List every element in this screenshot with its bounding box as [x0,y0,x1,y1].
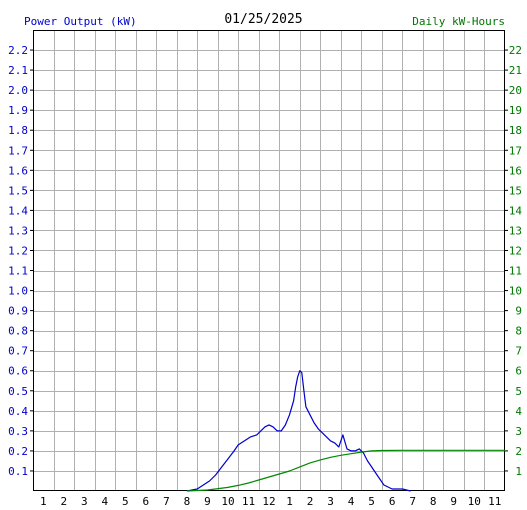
right-tick-label: 13 [509,224,522,237]
x-tick-label: 9 [450,495,457,508]
left-tick-label: 1.5 [8,184,28,197]
x-tick-label: 5 [368,495,375,508]
daily-kwh-series-line [186,449,505,492]
right-tick-label: 19 [509,104,522,117]
right-tick-label: 22 [509,44,522,57]
right-tick-label: 2 [515,445,522,458]
chart-date-title: 01/25/2025 [224,12,303,27]
left-tick-label: 0.9 [8,305,28,318]
x-tick-label: 11 [488,495,501,508]
right-tick-label: 12 [509,244,522,257]
right-tick-label: 11 [509,265,522,278]
x-tick-label: 3 [327,495,334,508]
x-tick-label: 2 [307,495,314,508]
x-tick-label: 8 [184,495,191,508]
left-tick-label: 0.4 [8,405,28,418]
x-tick-label: 4 [348,495,355,508]
x-tick-label: 2 [60,495,67,508]
left-tick-label: 0.8 [8,325,28,338]
left-tick-label: 1.1 [8,265,28,278]
right-axis-title: Daily kW-Hours [412,15,505,28]
x-tick-label: 1 [40,495,47,508]
x-tick-label: 6 [143,495,150,508]
right-tick-label: 6 [515,365,522,378]
right-tick-label: 18 [509,124,522,137]
right-tick-label: 17 [509,144,522,157]
right-tick-label: 21 [509,64,522,77]
left-tick-label: 0.5 [8,385,28,398]
left-tick-label: 0.3 [8,425,28,438]
right-tick-label: 5 [515,385,522,398]
left-tick-label: 2.1 [8,64,28,77]
plot-area [33,30,505,491]
left-axis-title: Power Output (kW) [24,15,137,28]
x-tick-label: 3 [81,495,88,508]
x-tick-label: 12 [262,495,275,508]
x-tick-label: 10 [221,495,234,508]
x-tick-label: 7 [163,495,170,508]
right-tick-label: 16 [509,164,522,177]
left-tick-label: 1.0 [8,285,28,298]
x-tick-label: 11 [242,495,255,508]
x-tick-label: 6 [389,495,396,508]
right-tick-label: 9 [515,305,522,318]
left-tick-label: 1.2 [8,244,28,257]
power-output-series-line [186,370,411,492]
right-tick-label: 8 [515,325,522,338]
x-tick-label: 1 [286,495,293,508]
left-tick-label: 2.0 [8,84,28,97]
left-tick-label: 0.6 [8,365,28,378]
left-tick-label: 1.4 [8,204,28,217]
left-tick-label: 1.7 [8,144,28,157]
x-tick-label: 9 [204,495,211,508]
left-tick-label: 0.1 [8,465,28,478]
x-tick-label: 5 [122,495,129,508]
left-tick-label: 1.9 [8,104,28,117]
plot-border [33,30,505,491]
left-tick-label: 0.2 [8,445,28,458]
right-tick-label: 20 [509,84,522,97]
x-tick-label: 8 [430,495,437,508]
left-tick-label: 1.6 [8,164,28,177]
x-tick-label: 7 [409,495,416,508]
x-tick-label: 10 [468,495,481,508]
right-tick-label: 15 [509,184,522,197]
left-tick-label: 0.7 [8,345,28,358]
right-tick-label: 14 [509,204,523,217]
right-tick-label: 10 [509,285,522,298]
x-tick-label: 4 [102,495,109,508]
left-tick-label: 1.8 [8,124,28,137]
right-tick-label: 3 [515,425,522,438]
right-tick-label: 7 [515,345,522,358]
right-tick-label: 4 [515,405,522,418]
left-tick-label: 1.3 [8,224,28,237]
right-tick-label: 1 [515,465,522,478]
left-tick-label: 2.2 [8,44,28,57]
